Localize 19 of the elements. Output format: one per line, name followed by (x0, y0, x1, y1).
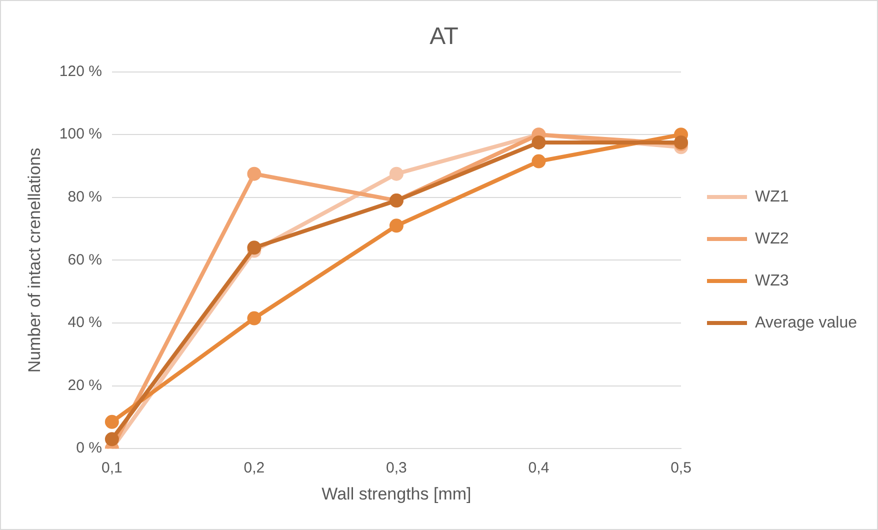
y-tick-label: 120 % (59, 62, 102, 80)
y-axis-title: Number of intact crenellations (24, 148, 44, 373)
x-tick-label: 0,4 (528, 460, 550, 477)
y-tick-label: 0 % (76, 440, 102, 457)
y-tick-label: 100 % (59, 126, 102, 143)
y-tick-label: 40 % (68, 314, 102, 332)
x-tick-label: 0,2 (244, 460, 265, 477)
y-tick-label: 20 % (68, 376, 102, 394)
x-tick-label: 0,5 (670, 460, 692, 477)
chart-title: AT (430, 23, 459, 50)
legend-label: Average value (755, 314, 858, 332)
y-tick-label: 80 % (68, 188, 102, 206)
legend-label: WZ1 (755, 188, 789, 206)
legend-label: WZ3 (755, 272, 789, 290)
x-tick-label: 0,3 (386, 460, 407, 477)
y-tick-label: 60 % (68, 251, 102, 268)
legend-label: WZ2 (755, 230, 789, 248)
x-tick-label: 0,1 (102, 460, 122, 477)
x-axis-title: Wall strengths [mm] (322, 484, 472, 504)
